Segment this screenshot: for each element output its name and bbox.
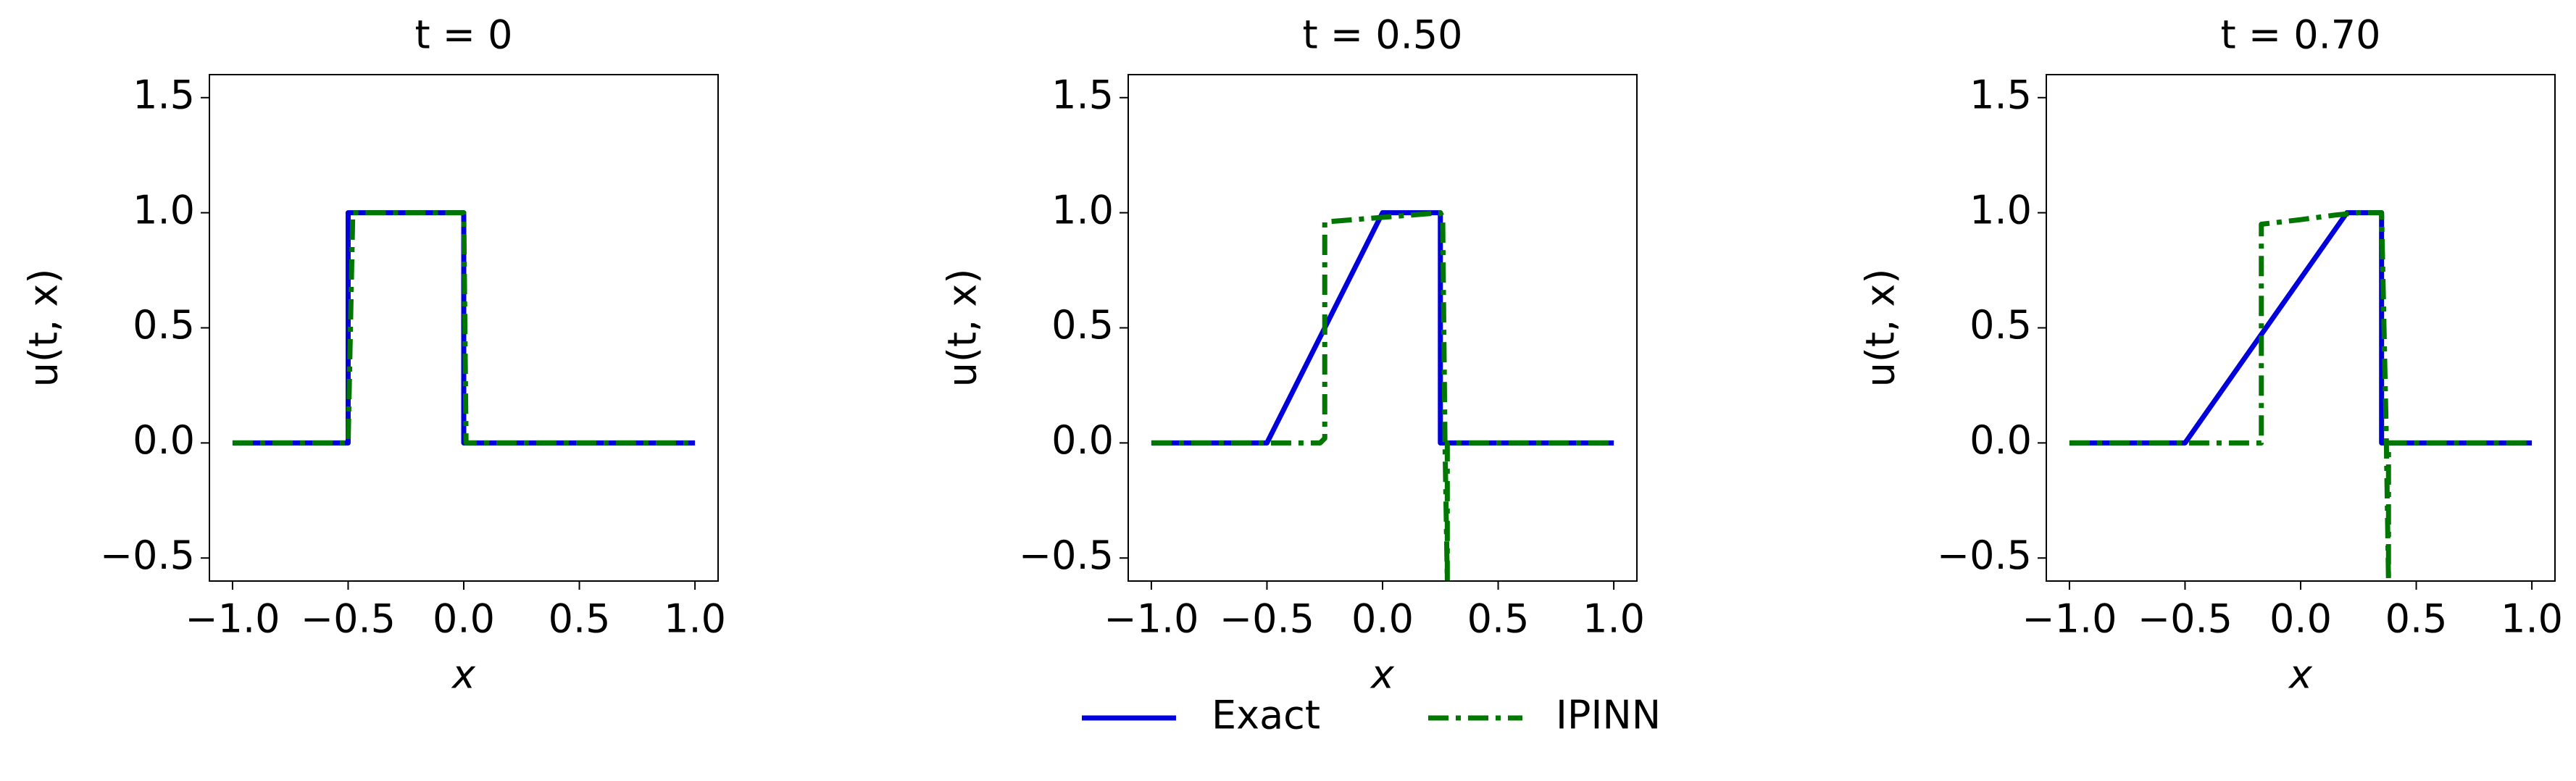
y-tick-label: 0.0 (1051, 417, 1114, 463)
x-tick-label: 0.5 (2385, 596, 2448, 642)
x-tick-label: −0.5 (2138, 596, 2233, 642)
series-line (2069, 210, 2533, 581)
y-tick-label: 1.0 (1051, 187, 1114, 233)
subplot: t = 0.50 x u(t, x) −1.0 −0.5 0.0 0.5 1.0 −0.5 0.0… (940, 12, 1645, 698)
x-tick-label: 0.5 (1467, 596, 1530, 642)
axes-frame (2046, 74, 2556, 582)
y-tick-label: 0.0 (1969, 417, 2032, 463)
subplot: t = 0 x u(t, x) −1.0 −0.5 0.0 0.5 1.0 −0.5 0.0 0.5… (21, 12, 726, 698)
x-tick-label: −0.5 (301, 596, 396, 642)
chart-title: t = 0.50 (1303, 12, 1463, 58)
chart-title: t = 0 (414, 12, 512, 58)
x-tick-label: 1.0 (1583, 596, 1645, 642)
y-tick-label: −0.5 (1019, 532, 1114, 578)
x-tick-label: 0.0 (2269, 596, 2332, 642)
x-tick-label: −1.0 (185, 596, 280, 642)
x-tick-label: 0.0 (433, 596, 495, 642)
x-tick-label: −0.5 (1220, 596, 1314, 642)
axes-frame (209, 74, 719, 582)
axes-frame (1127, 74, 1638, 582)
x-axis-label: x (1370, 652, 1395, 698)
y-axis-label: u(t, x) (21, 269, 67, 388)
y-tick-label: 1.5 (133, 72, 195, 117)
x-tick-label: −1.0 (1104, 596, 1199, 642)
y-axis-label: u(t, x) (940, 269, 985, 388)
subplot: t = 0.70 x u(t, x) −1.0 −0.5 0.0 0.5 1.0 −0.5 0.0… (1858, 12, 2563, 698)
y-axis-label: u(t, x) (1858, 269, 1904, 388)
series-line (1151, 210, 1614, 446)
y-tick-label: 0.5 (1969, 302, 2032, 348)
y-tick-label: 0.0 (133, 417, 195, 463)
x-tick-label: 0.0 (1351, 596, 1414, 642)
y-tick-label: −0.5 (1937, 532, 2032, 578)
y-tick-label: 1.0 (1969, 187, 2032, 233)
y-tick-label: 1.5 (1051, 72, 1114, 117)
x-tick-label: 1.0 (2501, 596, 2563, 642)
chart-title: t = 0.70 (2221, 12, 2381, 58)
x-axis-label: x (2288, 652, 2313, 698)
y-tick-label: 0.5 (1051, 302, 1114, 348)
legend-label: IPINN (1556, 693, 1661, 738)
x-tick-label: 0.5 (549, 596, 611, 642)
y-tick-label: 1.5 (1969, 72, 2032, 117)
y-tick-label: −0.5 (100, 532, 195, 578)
y-tick-label: 1.0 (133, 187, 195, 233)
x-tick-label: −1.0 (2022, 596, 2117, 642)
x-axis-label: x (451, 652, 476, 698)
y-tick-label: 0.5 (133, 302, 195, 348)
series-line (1151, 210, 1614, 581)
series-line (232, 210, 696, 446)
series-line (2069, 210, 2533, 446)
legend-label: Exact (1212, 693, 1320, 738)
x-tick-label: 1.0 (664, 596, 726, 642)
